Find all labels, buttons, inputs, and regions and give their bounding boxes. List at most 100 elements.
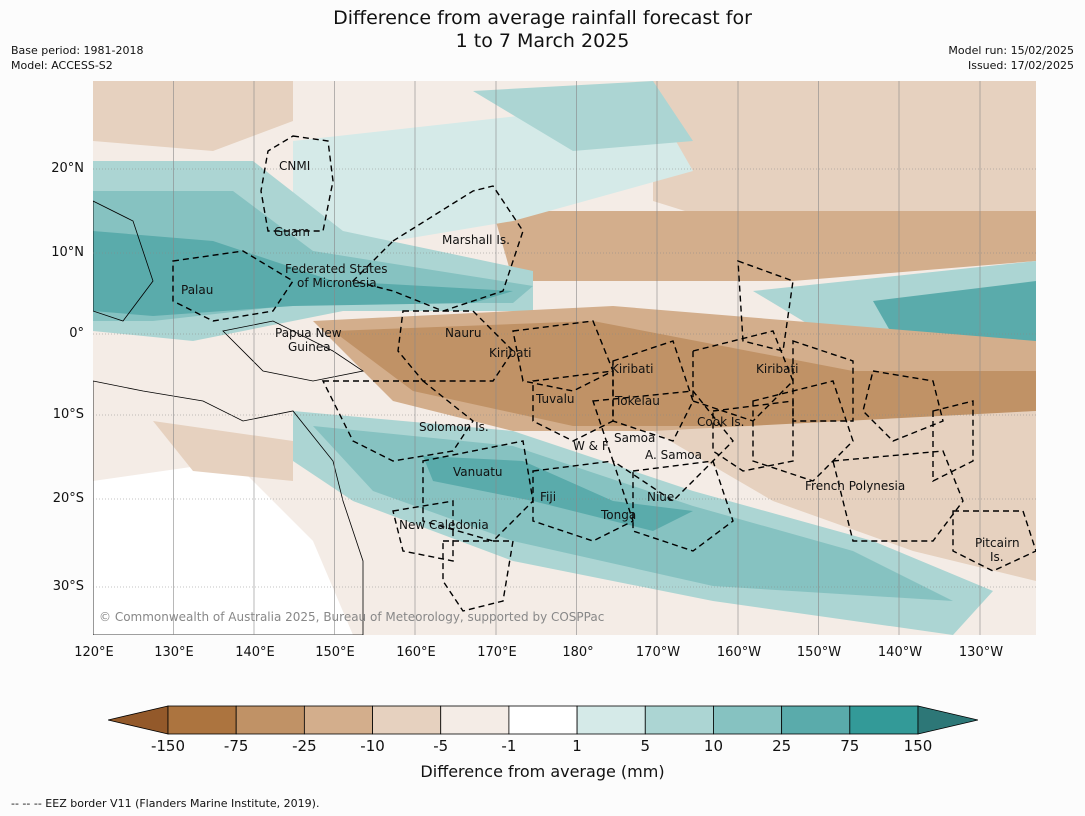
colorbar-bin: [372, 705, 442, 735]
lon-label-140w: 140°W: [877, 645, 923, 660]
label-cook: Cook Is.: [697, 415, 744, 429]
colorbar-tick-label: 150: [903, 737, 933, 755]
label-tonga: Tonga: [600, 508, 636, 522]
colorbar-tick-label: 75: [840, 737, 860, 755]
anomaly-neutral-sw: [93, 461, 353, 635]
label-nauru: Nauru: [445, 326, 481, 340]
colorbar-tick-label: 25: [772, 737, 792, 755]
label-fsm-2: of Micronesia: [297, 276, 377, 290]
colorbar-bin: [781, 705, 851, 735]
rainfall-map: CNMI Guam Marshall Is. Federated States …: [93, 81, 1036, 635]
colorbar-bin: [849, 705, 919, 735]
colorbar-bin: [713, 705, 783, 735]
coastline-philippines: [93, 200, 154, 322]
colorbar-svg: [107, 705, 979, 735]
map-title: Difference from average rainfall forecas…: [0, 7, 1085, 53]
label-tuvalu: Tuvalu: [535, 392, 575, 406]
lat-label-10n: 10°N: [51, 245, 84, 260]
colorbar-tick-label: -25: [292, 737, 317, 755]
label-asamoa: A. Samoa: [645, 448, 702, 462]
label-guam: Guam: [274, 225, 310, 239]
label-niue: Niue: [647, 490, 674, 504]
lat-label-20n: 20°N: [51, 161, 84, 176]
label-solomon: Solomon Is.: [419, 420, 489, 434]
colorbar-tick-label: -150: [150, 737, 186, 755]
label-kiribati-east: Kiribati: [756, 362, 798, 376]
lat-label-30s: 30°S: [52, 579, 84, 594]
lon-label-170w: 170°W: [635, 645, 681, 660]
model-run: Model run: 15/02/2025: [948, 44, 1074, 57]
colorbar-bin: [576, 705, 646, 735]
anomaly-dry-ne: [653, 81, 1036, 251]
issued-date: Issued: 17/02/2025: [967, 59, 1074, 72]
lon-label-150e: 150°E: [315, 645, 355, 660]
label-kiribati-west: Kiribati: [489, 346, 531, 360]
eez-borders: [172, 135, 1036, 612]
base-period: Base period: 1981-2018: [11, 44, 144, 57]
colorbar-title: Difference from average (mm): [420, 762, 665, 781]
colorbar-tick-label: -75: [223, 737, 249, 755]
colorbar-extend-high: [917, 705, 979, 735]
anomaly-dry-sw: [153, 421, 293, 481]
colorbar-bin: [508, 705, 578, 735]
model-name: Model: ACCESS-S2: [11, 59, 113, 72]
label-pitcairn-2: Is.: [990, 550, 1004, 564]
lon-label-180: 180°: [562, 645, 594, 660]
label-marshall: Marshall Is.: [442, 233, 510, 247]
title-line-1: Difference from average rainfall forecas…: [333, 7, 752, 29]
label-png-1: Papua New: [275, 326, 342, 340]
lon-label-130w: 130°W: [958, 645, 1004, 660]
anomaly-wet-north-2: [473, 81, 693, 151]
lon-label-170e: 170°E: [477, 645, 517, 660]
colorbar-bin: [644, 705, 714, 735]
colorbar-tick-label: 1: [572, 737, 582, 755]
label-png-2: Guinea: [288, 340, 331, 354]
label-kiribati-central: Kiribati: [611, 362, 653, 376]
coastline-new-guinea: [222, 320, 365, 382]
lon-label-130e: 130°E: [154, 645, 194, 660]
meta-left: Base period: 1981-2018 Model: ACCESS-S2: [11, 43, 143, 73]
colorbar: [107, 704, 979, 736]
colorbar-bin: [235, 705, 305, 735]
label-pitcairn-1: Pitcairn: [975, 536, 1020, 550]
label-fiji: Fiji: [540, 490, 556, 504]
colorbar-tick-label: -5: [433, 737, 449, 755]
label-palau: Palau: [181, 283, 213, 297]
anomaly-dry-nw: [93, 81, 293, 151]
copyright-notice: © Commonwealth of Australia 2025, Bureau…: [99, 610, 604, 624]
colorbar-tick-label: -10: [360, 737, 385, 755]
colorbar-bin: [303, 705, 373, 735]
colorbar-extend-low: [107, 705, 169, 735]
title-line-2: 1 to 7 March 2025: [455, 30, 630, 52]
colorbar-bin: [167, 705, 237, 735]
eez-legend-note: -- -- -- EEZ border V11 (Flanders Marine…: [11, 797, 320, 810]
label-tokelau: Tokelau: [614, 394, 660, 408]
anomaly-wet-spcz-3: [423, 456, 693, 531]
lat-label-20s: 20°S: [52, 491, 84, 506]
anomaly-dry-se: [653, 411, 1036, 581]
lon-label-120e: 120°E: [74, 645, 114, 660]
map-canvas: CNMI Guam Marshall Is. Federated States …: [93, 81, 1036, 635]
anomaly-dry-north-band: [493, 211, 1036, 281]
lon-label-140e: 140°E: [235, 645, 275, 660]
lon-label-160w: 160°W: [716, 645, 762, 660]
label-wf: W & F: [573, 439, 609, 453]
lon-label-150w: 150°W: [796, 645, 842, 660]
colorbar-bin: [440, 705, 510, 735]
colorbar-tick-label: 5: [640, 737, 651, 755]
colorbar-tick-label: 10: [703, 737, 723, 755]
label-fsm-1: Federated States: [285, 262, 387, 276]
lon-label-160e: 160°E: [396, 645, 436, 660]
colorbar-tick-label: -1: [501, 737, 517, 755]
label-cnmi: CNMI: [279, 159, 310, 173]
label-french-polynesia: French Polynesia: [805, 479, 905, 493]
map-gridlines: [93, 81, 1036, 635]
label-vanuatu: Vanuatu: [453, 465, 503, 479]
label-new-caledonia: New Caledonia: [399, 518, 489, 532]
label-samoa: Samoa: [614, 431, 655, 445]
lat-label-10s: 10°S: [52, 407, 84, 422]
anomaly-wet-west-3: [93, 231, 513, 316]
lat-label-0: 0°: [69, 326, 84, 341]
coastline-australia: [93, 380, 364, 635]
meta-right: Model run: 15/02/2025 Issued: 17/02/2025: [948, 43, 1074, 73]
